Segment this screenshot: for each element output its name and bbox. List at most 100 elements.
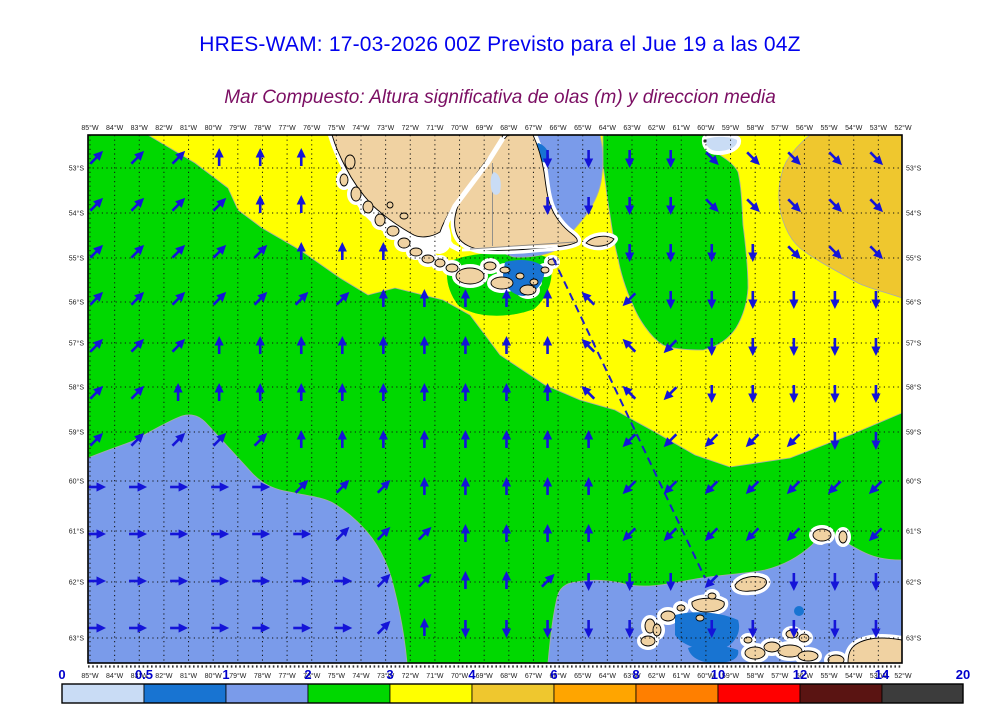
- wave-dir-arrow: [253, 432, 268, 447]
- wave-dir-arrow: [786, 527, 801, 542]
- wave-dir-arrow: [584, 430, 594, 448]
- wave-dir-arrow: [89, 385, 104, 400]
- lat-label-right: 63°S: [906, 635, 922, 643]
- colorbar-segment: [635, 683, 719, 704]
- patch-royal-deception: [794, 606, 804, 616]
- colorbar-tick-label: 1: [222, 667, 229, 682]
- wave-dir-arrow: [622, 480, 637, 495]
- lat-label-left: 58°S: [69, 384, 85, 392]
- lon-label-bottom: 65°W: [574, 672, 592, 680]
- wave-dir-arrow: [786, 480, 801, 495]
- wave-dir-arrow: [542, 620, 553, 638]
- colorbar-tick-label: 6: [550, 667, 557, 682]
- wave-dir-arrow: [828, 151, 842, 166]
- wave-dir-arrow: [789, 291, 799, 309]
- wave-dir-arrow: [378, 242, 388, 260]
- wave-dir-arrow: [214, 148, 224, 166]
- wave-dir-arrow: [625, 197, 635, 215]
- wave-dir-arrow: [746, 151, 760, 166]
- colorbar-segment: [553, 683, 637, 704]
- lon-label-top: 82°W: [155, 124, 173, 132]
- lon-label-top: 75°W: [328, 124, 346, 132]
- lon-label-top: 54°W: [845, 124, 863, 132]
- wave-dir-arrow: [89, 244, 104, 259]
- lat-label-left: 61°S: [69, 528, 85, 536]
- lat-label-right: 62°S: [906, 579, 922, 587]
- wave-dir-arrow: [89, 291, 104, 306]
- wave-dir-arrow: [419, 383, 429, 401]
- lon-label-top: 79°W: [229, 124, 247, 132]
- wave-dir-arrow: [745, 433, 760, 448]
- wave-dir-arrow: [335, 479, 350, 494]
- wave-dir-arrow: [501, 620, 512, 638]
- colorbar-tick-label: 0.5: [135, 667, 153, 682]
- lon-label-bottom: 75°W: [328, 672, 346, 680]
- lon-label-bottom: 84°W: [106, 672, 124, 680]
- lon-label-top: 60°W: [697, 124, 715, 132]
- wave-dir-arrow: [707, 620, 717, 638]
- lat-label-left: 56°S: [69, 299, 85, 307]
- wave-dir-arrow: [88, 576, 106, 586]
- lat-label-right: 55°S: [906, 255, 922, 263]
- lat-label-right: 59°S: [906, 429, 922, 437]
- wave-dir-arrow: [294, 479, 309, 494]
- wave-dir-arrow: [787, 151, 801, 166]
- wave-dir-arrow: [211, 529, 230, 539]
- lon-label-bottom: 76°W: [303, 672, 321, 680]
- strait-of-magellan: [441, 136, 506, 253]
- colorbar-segment: [471, 683, 555, 704]
- beagle-channel: [461, 244, 559, 252]
- lon-label-bottom: 55°W: [820, 672, 838, 680]
- wave-dir-arrow: [707, 244, 717, 262]
- wave-dir-arrow: [296, 383, 306, 401]
- wave-dir-arrow: [704, 480, 719, 495]
- lon-label-bottom: 60°W: [697, 672, 715, 680]
- lon-label-bottom: 68°W: [500, 672, 518, 680]
- lon-label-bottom: 81°W: [180, 672, 198, 680]
- straits-and-borders: [441, 136, 576, 253]
- region-gold-4-6m: [778, 135, 902, 299]
- wave-dir-arrow: [171, 244, 186, 259]
- lon-label-bottom: 82°W: [155, 672, 173, 680]
- lon-label-top: 67°W: [525, 124, 543, 132]
- lon-label-bottom: 52°W: [894, 672, 912, 680]
- wave-dir-arrow: [255, 383, 265, 401]
- wave-dir-arrow: [211, 576, 230, 586]
- wave-dir-arrow: [335, 291, 350, 306]
- wave-dir-arrow: [745, 480, 760, 495]
- wave-dir-arrow: [789, 385, 799, 403]
- lon-label-top: 83°W: [131, 124, 149, 132]
- wave-dir-arrow: [376, 479, 391, 494]
- colorbar-tick-label: 20: [956, 667, 970, 682]
- wave-dir-arrow: [581, 385, 596, 400]
- wave-dir-arrow: [212, 197, 227, 212]
- wave-dir-arrow: [871, 620, 881, 638]
- lon-label-bottom: 80°W: [205, 672, 223, 680]
- lon-label-top: 65°W: [574, 124, 592, 132]
- lon-label-top: 58°W: [747, 124, 765, 132]
- wave-dir-arrow: [460, 620, 471, 638]
- lon-label-top: 59°W: [722, 124, 740, 132]
- strait-pale-water: [490, 172, 501, 195]
- wave-dir-arrow: [460, 430, 471, 448]
- wave-dir-arrow: [293, 623, 312, 633]
- wave-dir-arrow: [704, 527, 719, 542]
- lat-label-left: 62°S: [69, 579, 85, 587]
- wave-dir-arrow: [378, 289, 388, 307]
- wave-dir-arrow: [542, 477, 553, 495]
- wave-dir-arrow: [542, 524, 553, 542]
- wave-dir-arrow: [663, 480, 678, 495]
- lon-label-top: 76°W: [303, 124, 321, 132]
- page-subtitle: Mar Compuesto: Altura significativa de o…: [224, 87, 776, 108]
- lat-label-left: 59°S: [69, 429, 85, 437]
- wave-dir-arrow: [376, 573, 391, 588]
- wave-dir-arrow: [253, 291, 268, 306]
- colorbar-tick-label: 8: [632, 667, 639, 682]
- lon-label-top: 77°W: [278, 124, 296, 132]
- wave-dir-arrow: [129, 529, 148, 539]
- lon-label-bottom: 73°W: [377, 672, 395, 680]
- lat-label-right: 56°S: [906, 299, 922, 307]
- colorbar-segment: [717, 683, 801, 704]
